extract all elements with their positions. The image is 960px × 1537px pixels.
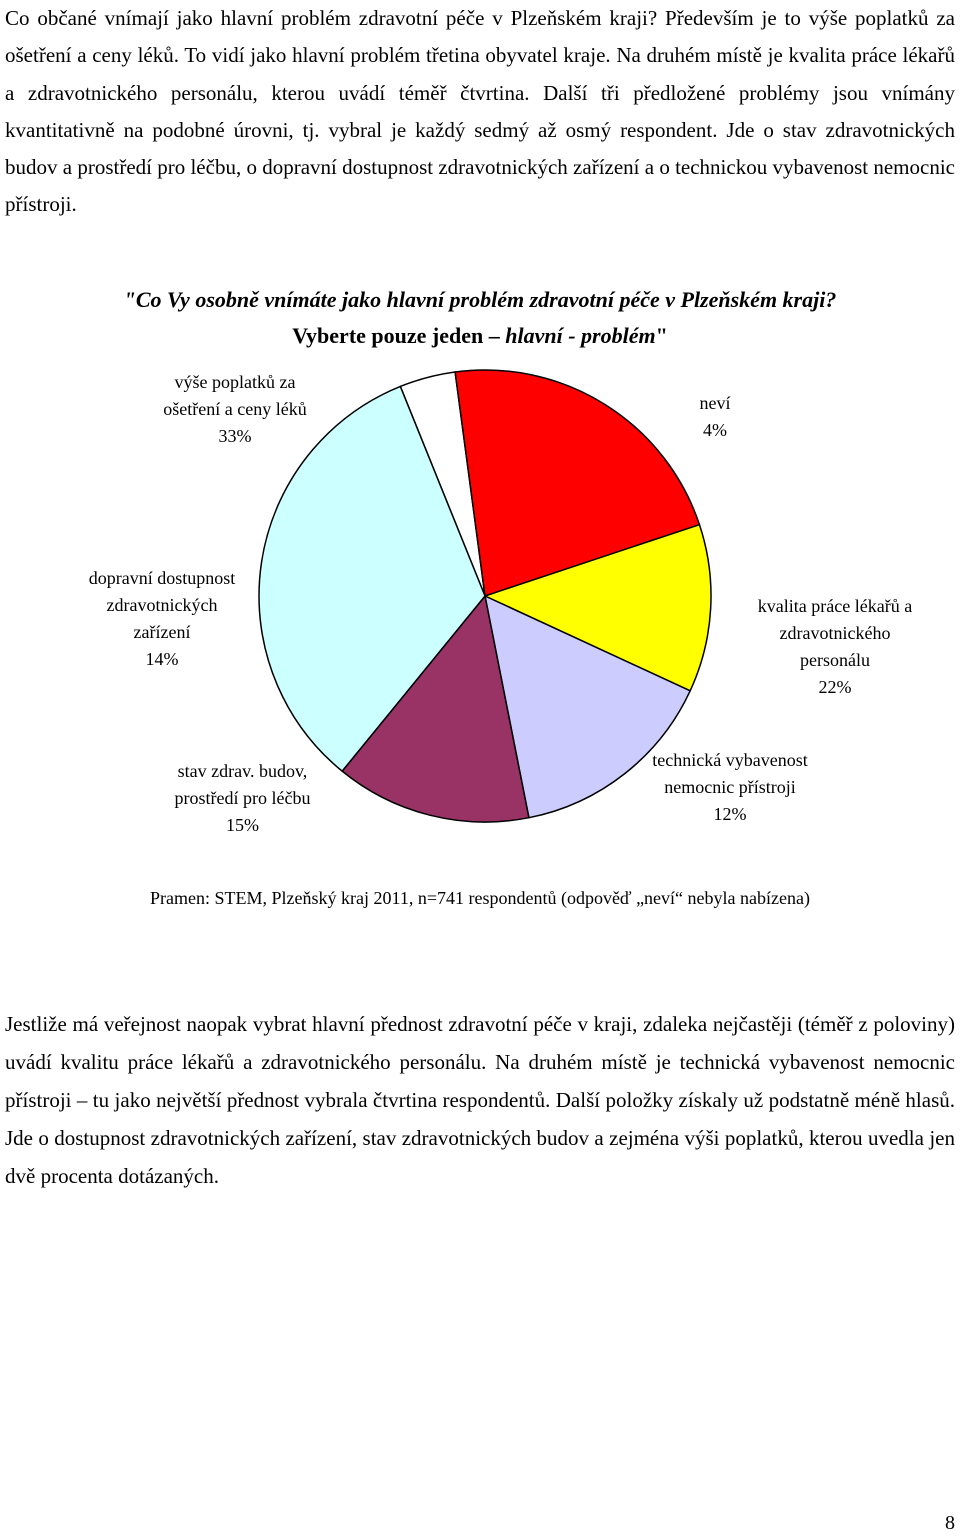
slice-technicka: [484, 523, 712, 692]
label-dopravni-value: 14%: [145, 649, 179, 669]
slice-kvalita: [454, 369, 701, 597]
label-poplatky-text-1: výše poplatků za: [174, 372, 296, 392]
label-stav-text-1: stav zdrav. budov,: [177, 761, 308, 781]
label-technicka-text-2: nemocnic přístroji: [664, 777, 796, 797]
label-dopravni-text-2: zdravotnických: [106, 595, 218, 615]
slice-dopravni: [341, 595, 530, 823]
label-kvalita-value: 22%: [818, 677, 852, 697]
label-kvalita-text-1: kvalita práce lékařů a: [757, 596, 913, 616]
label-kvalita: kvalita práce lékařů a zdravotnického pe…: [735, 593, 935, 701]
label-technicka: technická vybavenost nemocnic přístroji …: [625, 747, 835, 828]
chart-title-line2-b: hlavní - problém: [505, 323, 656, 348]
chart-title-line2-a: Vyberte pouze jeden –: [292, 323, 506, 348]
label-technicka-value: 12%: [713, 804, 747, 824]
chart-title-line2: Vyberte pouze jeden – hlavní - problém": [0, 318, 960, 354]
label-stav: stav zdrav. budov, prostředí pro léčbu 1…: [145, 758, 340, 839]
label-nevi-text: neví: [699, 393, 731, 413]
label-technicka-text-1: technická vybavenost: [652, 750, 808, 770]
label-nevi: neví 4%: [660, 390, 770, 444]
label-stav-value: 15%: [226, 815, 259, 835]
label-dopravni: dopravní dostupnost zdravotnických zaříz…: [62, 565, 262, 673]
pie-chart: [258, 369, 712, 823]
slice-poplatky: [258, 385, 486, 772]
label-dopravni-text-1: dopravní dostupnost: [88, 568, 236, 588]
slice-stav: [484, 595, 691, 819]
source-note: Pramen: STEM, Plzeňský kraj 2011, n=741 …: [150, 888, 810, 908]
page-number: 8: [945, 1512, 955, 1534]
label-poplatky: výše poplatků za ošetření a ceny léků 33…: [130, 369, 340, 450]
label-poplatky-value: 33%: [218, 426, 252, 446]
second-paragraph: Jestliže má veřejnost naopak vybrat hlav…: [5, 1012, 955, 1188]
intro-paragraph: Co občané vnímají jako hlavní problém zd…: [5, 6, 955, 217]
chart-title-line1: "Co Vy osobně vnímáte jako hlavní problé…: [123, 287, 837, 312]
label-kvalita-text-3: personálu: [800, 650, 870, 670]
label-stav-text-2: prostředí pro léčbu: [174, 788, 311, 808]
label-poplatky-text-2: ošetření a ceny léků: [163, 399, 307, 419]
chart-title-line2-c: ": [655, 323, 668, 348]
label-nevi-value: 4%: [703, 420, 727, 440]
label-kvalita-text-2: zdravotnického: [779, 623, 891, 643]
label-dopravni-text-3: zařízení: [133, 622, 191, 642]
